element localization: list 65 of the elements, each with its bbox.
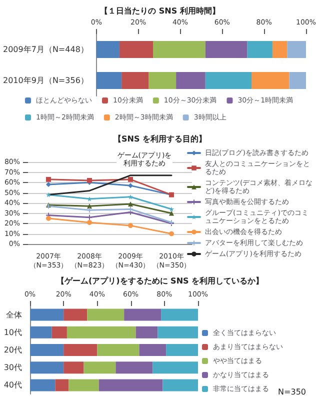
point [128,183,133,188]
bar [205,72,252,89]
bar [272,41,288,58]
bar [119,41,153,58]
bar [96,41,120,58]
bar [148,72,176,89]
y-tick-label: 10代 [4,328,22,337]
bar [68,379,99,392]
bar [247,41,272,58]
bar [30,379,56,392]
bar [166,344,198,356]
y-tick-label: 全体 [6,310,22,320]
y-tick-label: 20代 [4,346,22,354]
bar [30,308,64,321]
bar [64,308,88,321]
bar [96,72,122,89]
point [128,223,133,228]
bar [152,362,198,374]
point [169,210,174,216]
bar [158,326,198,338]
point [46,192,51,198]
bar [87,308,124,321]
bar [30,344,64,356]
point [128,202,133,207]
bar [30,362,64,374]
bar [152,41,206,58]
chart-title: 【１日当たりの SNS 利用時間】 [100,6,220,16]
bar [66,326,136,338]
y-tick-label: 40代 [4,380,22,390]
point [87,178,92,183]
bar [124,308,162,321]
bar [162,379,198,392]
bar [139,344,166,356]
bar [98,379,163,392]
bar [287,41,306,58]
bar [64,344,98,356]
bar [289,72,306,89]
point [87,220,92,225]
bar [205,41,248,58]
bar [52,326,67,338]
point [87,204,92,209]
bar [64,362,84,374]
point [46,216,51,221]
y-tick-label: 30代 [4,363,22,372]
bar [84,362,116,374]
bar [116,362,153,374]
y-tick-label: 2009年7月（N=448） [3,45,88,54]
bar [136,326,158,338]
point [169,206,174,212]
point [87,208,92,213]
chart-title: 【SNS を利用する目的】 [113,134,207,144]
bar [55,379,69,392]
point [46,176,51,182]
point [128,176,133,182]
text: N=350 [278,388,306,396]
y-tick-label: 2010年9月（N=356） [3,76,88,85]
bar [30,326,52,338]
bar [161,308,198,321]
point [46,182,51,188]
bar [97,344,140,356]
bar [122,72,149,89]
bar [176,72,206,89]
point [169,231,174,236]
chart-title: 【ゲーム(アプリ)をするために SNS を利用しているか】 [56,276,264,286]
bar [252,72,290,89]
